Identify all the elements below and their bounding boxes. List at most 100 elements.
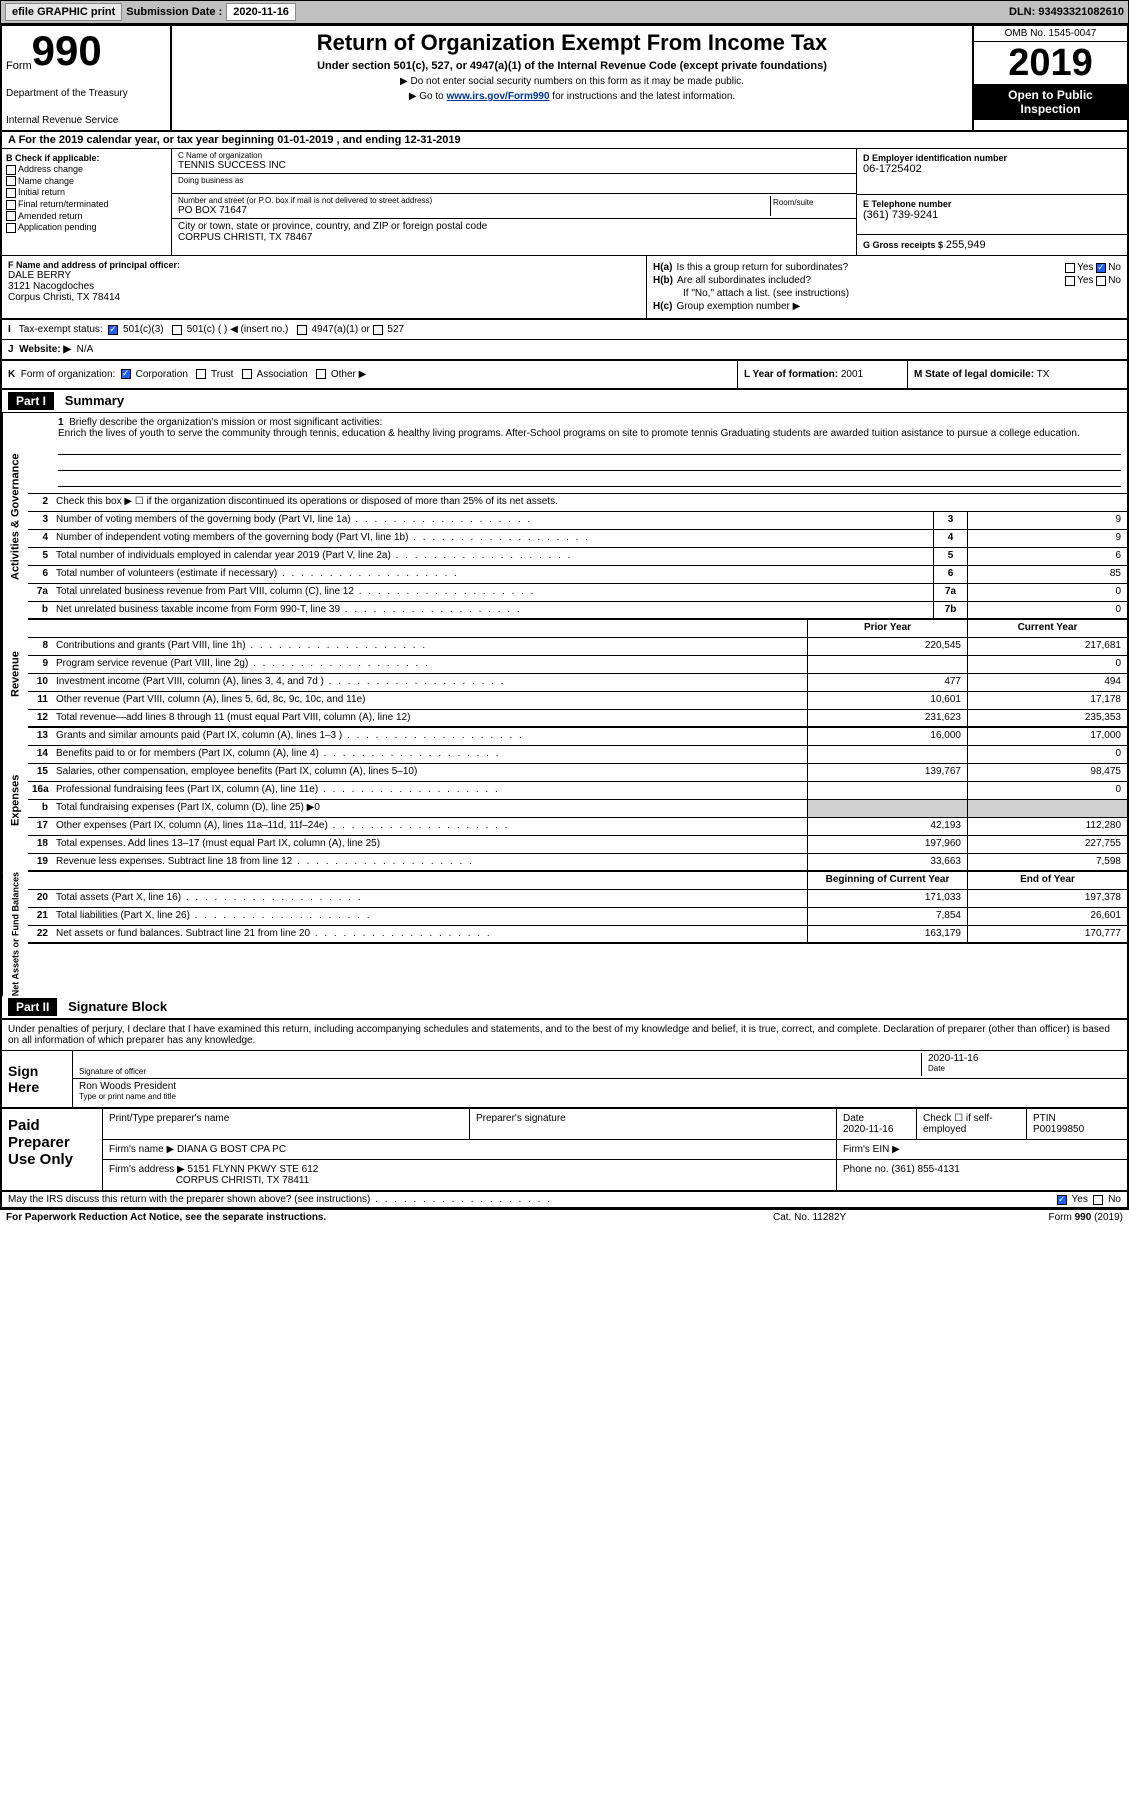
paid-h5v: P00199850 bbox=[1033, 1124, 1121, 1135]
r16a-num: 16a bbox=[28, 782, 52, 799]
chk-initial-return[interactable] bbox=[6, 188, 16, 198]
paid-h2: Preparer's signature bbox=[476, 1113, 830, 1124]
r10-desc: Investment income (Part VIII, column (A)… bbox=[52, 674, 807, 691]
hc-text: Group exemption number ▶ bbox=[676, 301, 800, 312]
firm-value: DIANA G BOST CPA PC bbox=[177, 1144, 286, 1155]
r16a-c: 0 bbox=[967, 782, 1127, 799]
row-a-tax-year: A For the 2019 calendar year, or tax yea… bbox=[2, 132, 1127, 149]
r9-c: 0 bbox=[967, 656, 1127, 673]
opt-527: 527 bbox=[387, 324, 404, 335]
officer-addr1: 3121 Nacogdoches bbox=[8, 281, 640, 292]
paid-h5: PTIN bbox=[1033, 1113, 1121, 1124]
ha-label: H(a) bbox=[653, 262, 672, 273]
r22-c: 170,777 bbox=[967, 926, 1127, 942]
r14-c: 0 bbox=[967, 746, 1127, 763]
chk-corp[interactable] bbox=[121, 369, 131, 379]
r11-num: 11 bbox=[28, 692, 52, 709]
r21-p: 7,854 bbox=[807, 908, 967, 925]
lbl-app-pending: Application pending bbox=[18, 222, 97, 232]
r12-num: 12 bbox=[28, 710, 52, 726]
r6-val: 85 bbox=[967, 566, 1127, 583]
dba-label: Doing business as bbox=[178, 176, 850, 185]
r18-num: 18 bbox=[28, 836, 52, 853]
r8-num: 8 bbox=[28, 638, 52, 655]
chk-ha-yes[interactable] bbox=[1065, 263, 1075, 273]
chk-ha-no[interactable] bbox=[1096, 263, 1106, 273]
r7a-box: 7a bbox=[933, 584, 967, 601]
gross-label: G Gross receipts $ bbox=[863, 240, 943, 250]
part1-tag: Part I bbox=[8, 392, 54, 410]
part1-title: Summary bbox=[65, 393, 124, 408]
chk-amended[interactable] bbox=[6, 211, 16, 221]
r17-p: 42,193 bbox=[807, 818, 967, 835]
chk-hb-no[interactable] bbox=[1096, 276, 1106, 286]
bottom-line: For Paperwork Reduction Act Notice, see … bbox=[0, 1210, 1129, 1225]
r9-num: 9 bbox=[28, 656, 52, 673]
efile-button[interactable]: efile GRAPHIC print bbox=[5, 3, 122, 21]
cat-no: Cat. No. 11282Y bbox=[773, 1212, 973, 1223]
r16b-num: b bbox=[28, 800, 52, 817]
vtab-governance: Activities & Governance bbox=[2, 413, 28, 620]
r8-c: 217,681 bbox=[967, 638, 1127, 655]
chk-trust[interactable] bbox=[196, 369, 206, 379]
r7b-desc: Net unrelated business taxable income fr… bbox=[52, 602, 933, 618]
gross-value: 255,949 bbox=[946, 239, 986, 251]
form-header: Form 990 Department of the Treasury Inte… bbox=[2, 26, 1127, 132]
chk-hb-yes[interactable] bbox=[1065, 276, 1075, 286]
r22-num: 22 bbox=[28, 926, 52, 942]
section-bcd: B Check if applicable: Address change Na… bbox=[2, 149, 1127, 256]
r17-c: 112,280 bbox=[967, 818, 1127, 835]
chk-501c[interactable] bbox=[172, 325, 182, 335]
r21-num: 21 bbox=[28, 908, 52, 925]
r14-desc: Benefits paid to or for members (Part IX… bbox=[52, 746, 807, 763]
firm-phone-value: (361) 855-4131 bbox=[891, 1164, 959, 1175]
chk-assoc[interactable] bbox=[242, 369, 252, 379]
r4-box: 4 bbox=[933, 530, 967, 547]
chk-501c3[interactable] bbox=[108, 325, 118, 335]
firm-ein-label: Firm's EIN ▶ bbox=[843, 1144, 900, 1155]
ein-value: 06-1725402 bbox=[863, 163, 1121, 175]
sig-name-label: Type or print name and title bbox=[79, 1092, 1121, 1101]
topbar: efile GRAPHIC print Submission Date : 20… bbox=[0, 0, 1129, 24]
hdr2-beg: Beginning of Current Year bbox=[807, 872, 967, 889]
form-footer-label: Form bbox=[1049, 1212, 1075, 1223]
r16b-p bbox=[807, 800, 967, 817]
col-d: D Employer identification number 06-1725… bbox=[857, 149, 1127, 255]
chk-address-change[interactable] bbox=[6, 165, 16, 175]
officer-name: DALE BERRY bbox=[8, 270, 640, 281]
chk-4947[interactable] bbox=[297, 325, 307, 335]
r21-c: 26,601 bbox=[967, 908, 1127, 925]
irs-link[interactable]: www.irs.gov/Form990 bbox=[447, 91, 550, 102]
chk-final-return[interactable] bbox=[6, 200, 16, 210]
r3-val: 9 bbox=[967, 512, 1127, 529]
m-value: TX bbox=[1037, 369, 1050, 380]
r5-desc: Total number of individuals employed in … bbox=[52, 548, 933, 565]
row-k-form-org: K Form of organization: Corporation Trus… bbox=[2, 361, 1127, 390]
officer-label: F Name and address of principal officer: bbox=[8, 260, 180, 270]
r18-desc: Total expenses. Add lines 13–17 (must eq… bbox=[52, 836, 807, 853]
r16a-desc: Professional fundraising fees (Part IX, … bbox=[52, 782, 807, 799]
m-label: M State of legal domicile: bbox=[914, 369, 1034, 380]
sig-name: Ron Woods President bbox=[79, 1081, 1121, 1092]
header-right: OMB No. 1545-0047 2019 Open to Public In… bbox=[972, 26, 1127, 130]
goto-pre: Go to bbox=[419, 91, 446, 102]
hc-label: H(c) bbox=[653, 301, 672, 312]
room-label: Room/suite bbox=[770, 196, 850, 216]
chk-discuss-no[interactable] bbox=[1093, 1195, 1103, 1205]
phone-value: (361) 739-9241 bbox=[863, 209, 1121, 221]
r7a-num: 7a bbox=[28, 584, 52, 601]
r14-num: 14 bbox=[28, 746, 52, 763]
chk-discuss-yes[interactable] bbox=[1057, 1195, 1067, 1205]
summary-expenses: Expenses 13Grants and similar amounts pa… bbox=[2, 728, 1127, 872]
phone-label: E Telephone number bbox=[863, 199, 1121, 209]
org-name-label: C Name of organization bbox=[178, 151, 850, 160]
chk-app-pending[interactable] bbox=[6, 223, 16, 233]
form-container: Form 990 Department of the Treasury Inte… bbox=[0, 24, 1129, 1210]
opt-assoc: Association bbox=[257, 369, 308, 380]
chk-other[interactable] bbox=[316, 369, 326, 379]
vtab-expenses: Expenses bbox=[2, 728, 28, 872]
chk-name-change[interactable] bbox=[6, 176, 16, 186]
col-h: H(a) Is this a group return for subordin… bbox=[647, 256, 1127, 318]
chk-527[interactable] bbox=[373, 325, 383, 335]
part1-header: Part I Summary bbox=[2, 390, 1127, 413]
